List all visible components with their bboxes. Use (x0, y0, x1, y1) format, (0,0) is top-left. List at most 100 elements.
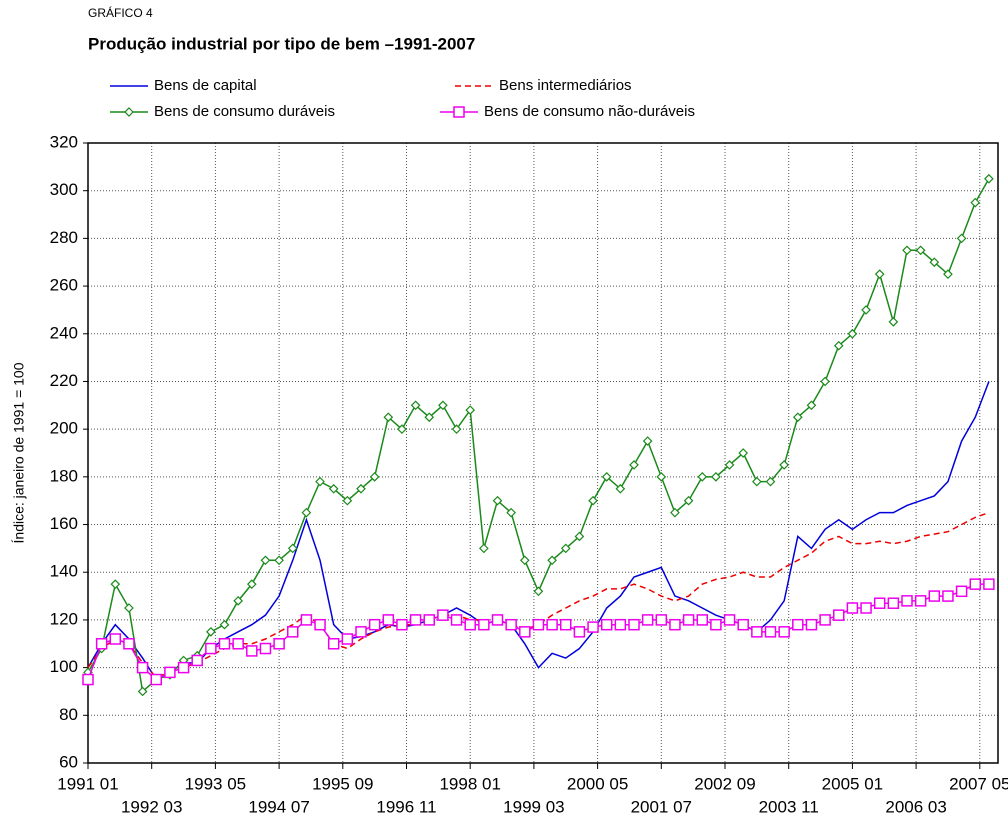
legend-label: Bens de capital (154, 77, 257, 94)
y-tick-label: 60 (59, 752, 78, 771)
marker (711, 471, 721, 482)
marker (833, 609, 845, 621)
marker (710, 618, 722, 631)
marker (301, 507, 312, 518)
marker (287, 626, 299, 638)
marker (369, 471, 380, 482)
marker (355, 626, 367, 638)
marker (574, 531, 585, 542)
marker (683, 495, 694, 506)
marker (915, 245, 926, 256)
marker (547, 555, 557, 566)
marker (902, 245, 912, 256)
marker (519, 626, 531, 638)
marker (453, 106, 465, 118)
marker (356, 483, 366, 494)
marker (887, 597, 900, 609)
marker (628, 618, 640, 631)
marker (792, 618, 804, 631)
x-tick-label: 1994 07 (248, 797, 309, 816)
marker (560, 618, 572, 631)
marker (396, 618, 408, 631)
marker (901, 595, 913, 607)
marker (792, 412, 803, 423)
y-tick-label: 140 (50, 562, 78, 581)
marker (492, 495, 503, 506)
marker (533, 586, 544, 597)
marker (124, 107, 134, 117)
marker (928, 590, 941, 602)
y-tick-label: 220 (50, 371, 78, 390)
marker (506, 507, 516, 518)
y-tick-label: 240 (50, 323, 78, 342)
marker (491, 614, 504, 626)
marker (778, 626, 790, 638)
marker (656, 471, 667, 482)
marker (479, 543, 489, 554)
marker (191, 654, 203, 667)
x-tick-label: 2002 09 (694, 774, 755, 793)
marker (983, 578, 995, 590)
y-tick-label: 320 (50, 132, 78, 151)
marker (969, 578, 981, 590)
marker (232, 638, 244, 650)
x-tick-label: 1996 11 (376, 797, 436, 816)
marker (219, 619, 230, 630)
marker (328, 483, 339, 494)
marker (546, 618, 558, 631)
marker (300, 614, 313, 626)
marker (124, 603, 134, 613)
x-tick-label: 1993 05 (185, 774, 246, 793)
x-tick-label: 1992 03 (121, 797, 182, 816)
marker (218, 638, 231, 650)
y-tick-label: 100 (50, 657, 78, 676)
x-tick-label: 2006 03 (885, 797, 946, 816)
marker (109, 633, 122, 645)
marker (205, 642, 217, 655)
y-tick-label: 160 (50, 514, 78, 533)
marker (929, 257, 940, 268)
marker (206, 626, 216, 637)
y-tick-label: 200 (50, 419, 78, 438)
marker (764, 626, 777, 638)
marker (573, 626, 586, 638)
marker (751, 626, 763, 638)
marker (629, 460, 639, 470)
marker (738, 448, 749, 458)
marker (614, 618, 627, 631)
marker (274, 555, 284, 566)
y-tick-label: 300 (50, 180, 78, 199)
y-tick-label: 280 (50, 228, 78, 247)
x-tick-label: 1991 01 (57, 774, 118, 793)
marker (110, 579, 121, 590)
series-line (87, 381, 990, 681)
legend-label: Bens de consumo não-duráveis (484, 103, 695, 120)
marker (642, 436, 653, 446)
marker (95, 638, 108, 650)
marker (465, 405, 476, 415)
marker (287, 543, 298, 554)
series-line (87, 511, 990, 679)
marker (519, 555, 530, 566)
marker (765, 476, 776, 487)
marker (560, 543, 571, 554)
series-line (87, 583, 989, 681)
x-tick-label: 2005 01 (822, 774, 883, 793)
marker (805, 618, 818, 631)
marker (123, 638, 135, 650)
series-line (87, 178, 990, 693)
marker (82, 673, 94, 686)
marker (601, 471, 612, 482)
y-axis-label: Índice: janeiro de 1991 = 100 (11, 362, 27, 543)
x-tick-label: 1999 03 (503, 797, 564, 816)
marker (273, 638, 285, 650)
marker (464, 618, 476, 631)
marker (669, 618, 681, 631)
marker (861, 305, 871, 315)
y-tick-label: 260 (50, 276, 78, 295)
marker (888, 316, 899, 327)
marker (779, 460, 789, 470)
marker (409, 614, 422, 626)
marker (532, 618, 545, 631)
